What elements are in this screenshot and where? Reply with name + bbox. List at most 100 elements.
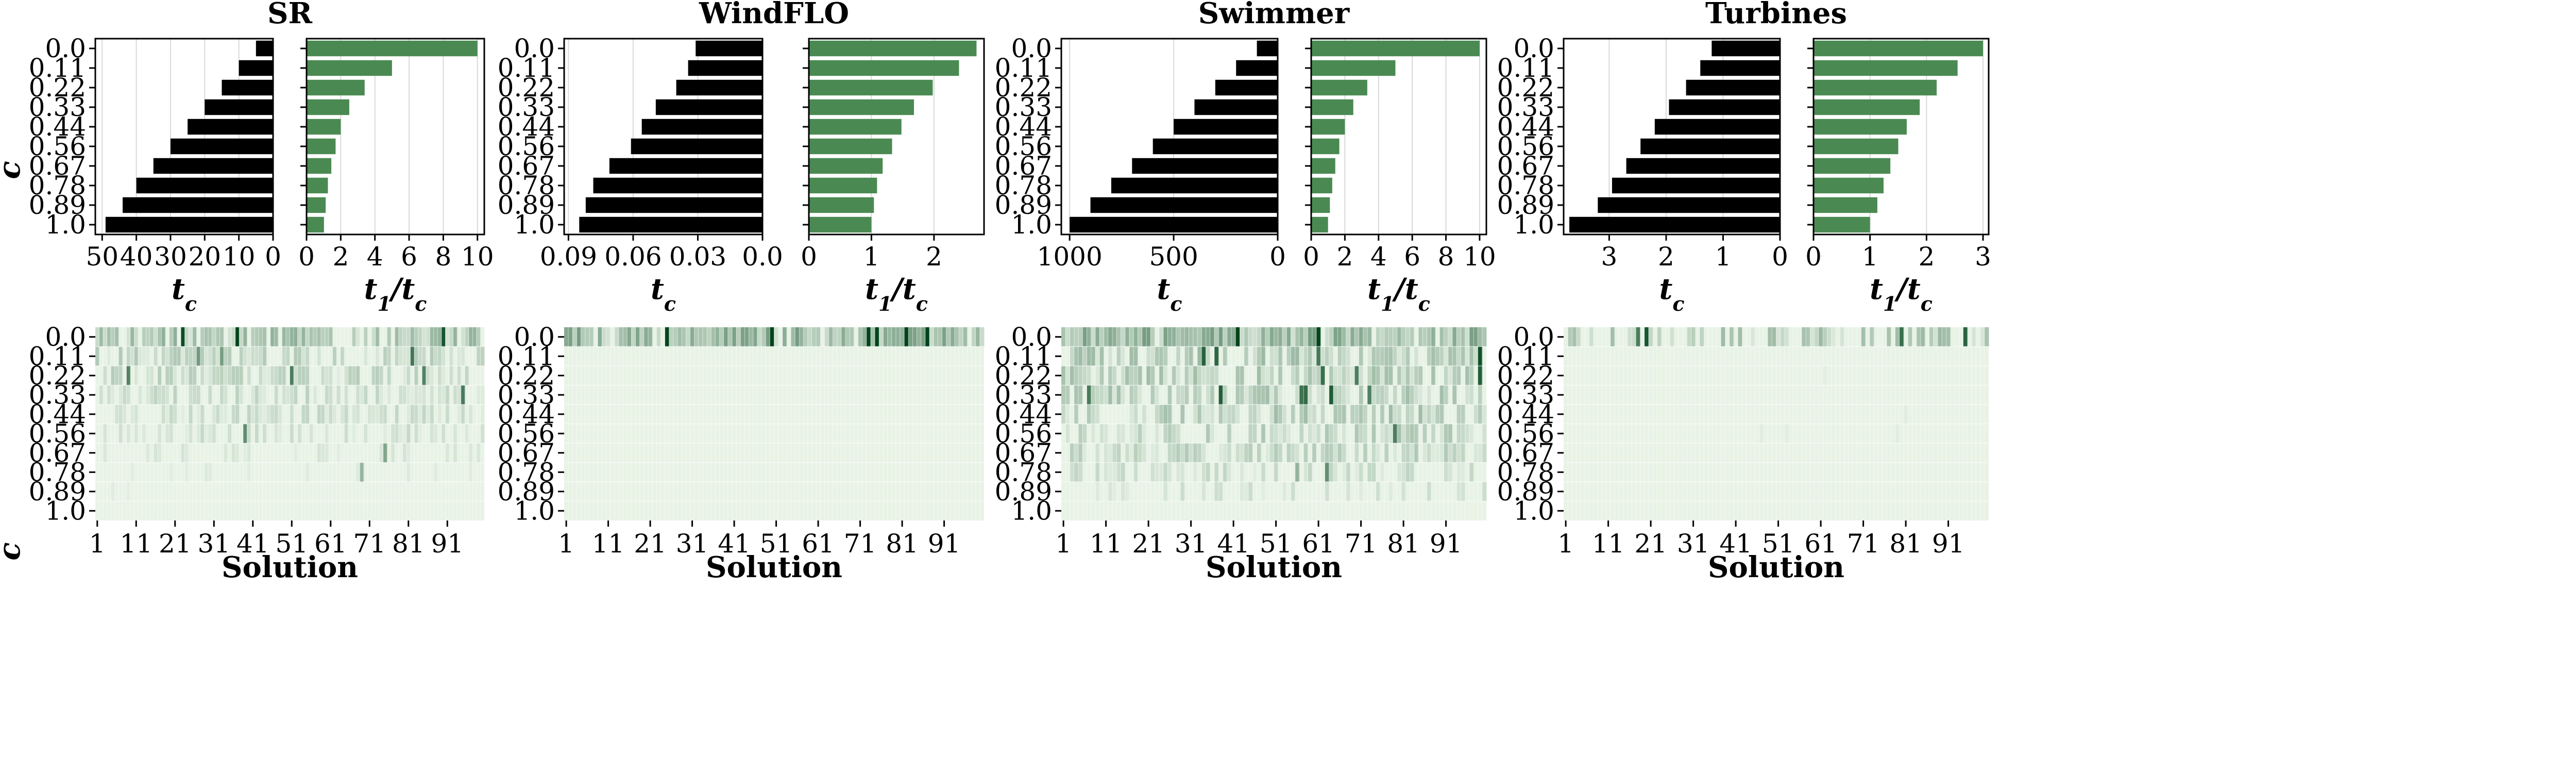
heatmap-cell	[1478, 443, 1483, 463]
heatmap-cell	[1244, 346, 1249, 366]
heatmap-cell	[395, 424, 399, 443]
y-tick-label: 0.11	[995, 53, 1052, 83]
heatmap-cell	[1227, 424, 1232, 443]
axis-label: tc	[172, 272, 197, 315]
y-tick-label: 1.0	[45, 496, 86, 526]
x-tick-label: 31	[676, 529, 709, 559]
y-tick-label: 0.89	[29, 190, 86, 220]
heatmap-cell	[1104, 443, 1109, 463]
ratio-bar	[307, 158, 332, 174]
heatmap-cell	[103, 366, 108, 385]
heatmap-cell	[453, 385, 457, 405]
heatmap-cell	[1112, 482, 1117, 501]
tc-bar	[256, 40, 273, 57]
heatmap-cell	[1218, 443, 1223, 463]
heatmap-cell	[418, 405, 422, 424]
heatmap-cell	[1095, 385, 1100, 405]
heatmap-cell	[1248, 443, 1253, 463]
heatmap-cell	[375, 346, 380, 366]
y-tick-label: 1.0	[514, 496, 555, 526]
heatmap-cell	[480, 424, 485, 443]
heatmap-cell	[95, 327, 100, 347]
heatmap-cell	[1121, 327, 1126, 347]
heatmap-cell	[1354, 366, 1359, 385]
y-tick-label: 0.67	[498, 151, 555, 181]
x-tick-label: 6	[1404, 242, 1420, 272]
heatmap-cell	[118, 405, 123, 424]
heatmap-cell	[803, 327, 808, 347]
heatmap-cell	[1074, 385, 1079, 405]
heatmap-cell	[1176, 443, 1181, 463]
heatmap-cell	[426, 327, 430, 347]
x-tick-label: 71	[844, 529, 877, 559]
heatmap-cell	[1201, 462, 1206, 482]
heatmap-cell	[231, 327, 236, 347]
heatmap-cell	[1091, 424, 1096, 443]
heatmap-cell	[1482, 482, 1487, 501]
c-axis-label-top: c	[0, 161, 27, 179]
heatmap-cell	[1286, 346, 1291, 366]
heatmap-cell	[1218, 385, 1223, 405]
heatmap-cell	[437, 366, 442, 385]
x-tick-label: 1	[1055, 529, 1072, 559]
heatmap-cell	[387, 346, 392, 366]
heatmap-cell	[711, 327, 716, 347]
heatmap-cell	[169, 366, 174, 385]
x-tick-label: 0.06	[604, 242, 662, 272]
heatmap-cell	[1138, 424, 1143, 443]
heatmap-cell	[325, 385, 329, 405]
axis-label: t1/tc	[865, 272, 928, 315]
heatmap-cell	[1265, 366, 1270, 385]
heatmap-cell	[1397, 405, 1402, 424]
heatmap-cell	[648, 327, 653, 347]
heatmap-cell	[1257, 443, 1262, 463]
heatmap-cell	[1278, 443, 1283, 463]
heatmap-cell	[227, 346, 232, 366]
heatmap-cell	[290, 405, 294, 424]
heatmap-cell	[1150, 462, 1155, 482]
heatmap-cell	[1286, 443, 1291, 463]
heatmap-cell	[219, 385, 224, 405]
heatmap-cell	[1363, 424, 1368, 443]
heatmap-cell	[631, 327, 636, 347]
heatmap-cell	[1354, 424, 1359, 443]
heatmap-cell	[99, 327, 104, 347]
tc-bar	[655, 99, 762, 115]
axis-label: t1/tc	[1367, 272, 1430, 315]
heatmap-cell	[154, 346, 158, 366]
heatmap-cell	[841, 327, 846, 347]
heatmap-cell	[1972, 327, 1976, 347]
tc-bar	[609, 158, 762, 174]
heatmap-cell	[1316, 424, 1321, 443]
heatmap-cell	[457, 385, 462, 405]
heatmap-cell	[1252, 462, 1257, 482]
heatmap-cell	[1456, 346, 1461, 366]
heatmap-cell	[1312, 327, 1317, 347]
heatmap-cell	[1150, 366, 1155, 385]
heatmap-cell	[1861, 327, 1866, 347]
heatmap-cell	[329, 366, 333, 385]
heatmap-cell	[173, 385, 178, 405]
y-tick-label: 0.67	[995, 438, 1052, 468]
heatmap-cell	[1172, 424, 1177, 443]
heatmap-cell	[243, 424, 247, 443]
heatmap-cell	[418, 385, 422, 405]
heatmap-cell	[1078, 443, 1083, 463]
heatmap-cell	[410, 346, 415, 366]
heatmap-cell	[1738, 327, 1742, 347]
heatmap-cell	[1482, 443, 1487, 463]
heatmap-cell	[1342, 366, 1347, 385]
tc-bar	[1700, 60, 1780, 76]
heatmap-cell	[430, 327, 434, 347]
heatmap-cell	[184, 346, 189, 366]
heatmap-cell	[1700, 327, 1704, 347]
axes-frame	[1812, 38, 1990, 236]
axes-frame	[306, 38, 485, 236]
heatmap-cell	[297, 366, 302, 385]
y-tick-label: 0.89	[498, 477, 555, 507]
heatmap-cell	[879, 327, 884, 347]
heatmap-cell	[1827, 327, 1832, 347]
heatmap-cell	[126, 327, 131, 347]
heatmap-cell	[294, 327, 298, 347]
heatmap-cell	[1359, 385, 1364, 405]
